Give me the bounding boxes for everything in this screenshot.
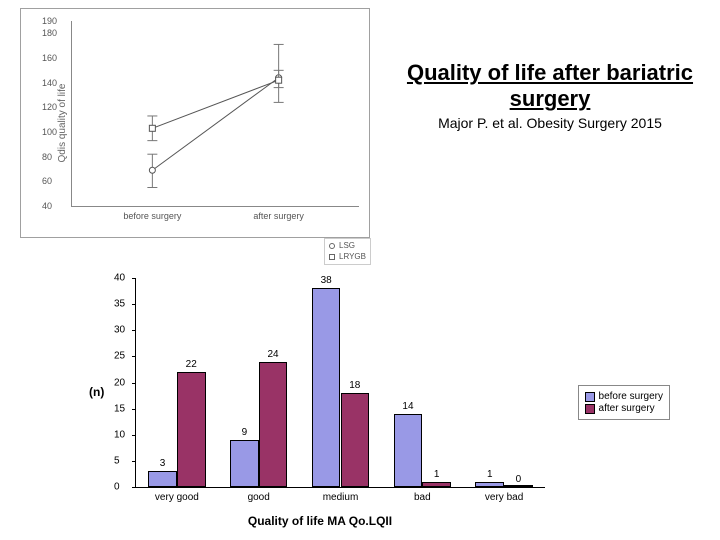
bar [259, 362, 288, 487]
bar-chart-ytick-mark [132, 356, 136, 357]
bar-chart-ytick: 0 [114, 482, 120, 493]
line-chart-ytick: 160 [42, 53, 57, 63]
line-chart-xtick: after surgery [253, 211, 304, 221]
line-chart-ytick: 180 [42, 28, 57, 38]
bar-chart-ytick-mark [132, 435, 136, 436]
page-title: Quality of life after bariatric surgery [400, 60, 700, 113]
citation: Major P. et al. Obesity Surgery 2015 [400, 115, 700, 131]
bar [394, 414, 423, 487]
line-chart-svg [72, 21, 359, 206]
bar-chart-legend-item: after surgery [585, 403, 663, 414]
bar-value-label: 0 [516, 474, 522, 485]
bar-chart-xtick: medium [323, 492, 359, 503]
bar-value-label: 1 [487, 469, 493, 480]
line-chart-ytick: 100 [42, 127, 57, 137]
bar-chart-ytick-mark [132, 383, 136, 384]
line-chart-ylabel: Qdis quality of life [57, 84, 68, 163]
bar-value-label: 3 [160, 458, 166, 469]
line-chart-ytick: 60 [42, 176, 52, 186]
legend-swatch-icon [585, 404, 595, 414]
bar-chart-xtick: very bad [485, 492, 523, 503]
bar-chart-ytick: 5 [114, 455, 120, 466]
line-chart-legend: LSGLRYGB [324, 238, 371, 265]
bar [230, 440, 259, 487]
bar-chart-ytick-mark [132, 330, 136, 331]
bar-chart-ytick-mark [132, 409, 136, 410]
line-chart: Qdis quality of life 4060801001201401601… [20, 8, 370, 238]
bar [312, 288, 341, 487]
bar-chart-ytick: 30 [114, 325, 125, 336]
legend-label: LRYGB [339, 252, 366, 262]
bar-chart-ytick: 10 [114, 429, 125, 440]
bar-chart-legend-item: before surgery [585, 391, 663, 402]
bar-value-label: 24 [267, 349, 278, 360]
line-chart-ytick: 120 [42, 102, 57, 112]
line-chart-plot: 406080100120140160180190before surgeryaf… [71, 21, 359, 207]
bar-chart-xtick: bad [414, 492, 431, 503]
bar-chart-ytick-mark [132, 304, 136, 305]
title-block: Quality of life after bariatric surgery … [400, 60, 700, 131]
bar-value-label: 14 [402, 401, 413, 412]
bar [341, 393, 370, 487]
bar-chart-plot: 0510152025303540very good322good924mediu… [135, 278, 545, 488]
bar-chart-legend: before surgeryafter surgery [578, 385, 670, 420]
legend-label: after surgery [599, 403, 655, 414]
bar-value-label: 1 [434, 469, 440, 480]
square-marker-icon [329, 254, 335, 260]
bar-chart: (n) 0510152025303540very good322good924m… [85, 268, 555, 528]
legend-swatch-icon [585, 392, 595, 402]
legend-label: LSG [339, 241, 355, 251]
bar-chart-xtitle: Quality of life MA Qo.LQII [85, 514, 555, 528]
line-chart-legend-item: LRYGB [329, 252, 366, 262]
bar-value-label: 38 [321, 275, 332, 286]
circle-marker-icon [329, 243, 335, 249]
bar [422, 482, 451, 487]
line-chart-ytick: 190 [42, 16, 57, 26]
bar [475, 482, 504, 487]
line-chart-legend-item: LSG [329, 241, 366, 251]
bar-value-label: 22 [186, 359, 197, 370]
bar-value-label: 9 [242, 427, 248, 438]
bar-chart-ytick: 40 [114, 273, 125, 284]
line-chart-ytick: 140 [42, 78, 57, 88]
bar-value-label: 18 [349, 380, 360, 391]
line-chart-xtick: before surgery [123, 211, 181, 221]
bar-chart-ytick: 15 [114, 403, 125, 414]
bar-chart-ytick: 35 [114, 299, 125, 310]
line-chart-ytick: 80 [42, 152, 52, 162]
bar [148, 471, 177, 487]
bar-chart-ytick-mark [132, 487, 136, 488]
bar [504, 485, 533, 487]
legend-label: before surgery [599, 391, 663, 402]
line-chart-ytick: 40 [42, 201, 52, 211]
bar [177, 372, 206, 487]
bar-chart-ytick: 25 [114, 351, 125, 362]
bar-chart-xtick: good [248, 492, 270, 503]
bar-chart-ytick-mark [132, 461, 136, 462]
bar-chart-ytick: 20 [114, 377, 125, 388]
bar-chart-ytick-mark [132, 278, 136, 279]
bar-chart-xtick: very good [155, 492, 199, 503]
bar-chart-ylabel: (n) [89, 385, 104, 399]
